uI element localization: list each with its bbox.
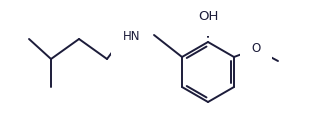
Text: HN: HN bbox=[123, 30, 141, 44]
Text: OH: OH bbox=[198, 10, 218, 22]
Text: O: O bbox=[251, 43, 261, 55]
